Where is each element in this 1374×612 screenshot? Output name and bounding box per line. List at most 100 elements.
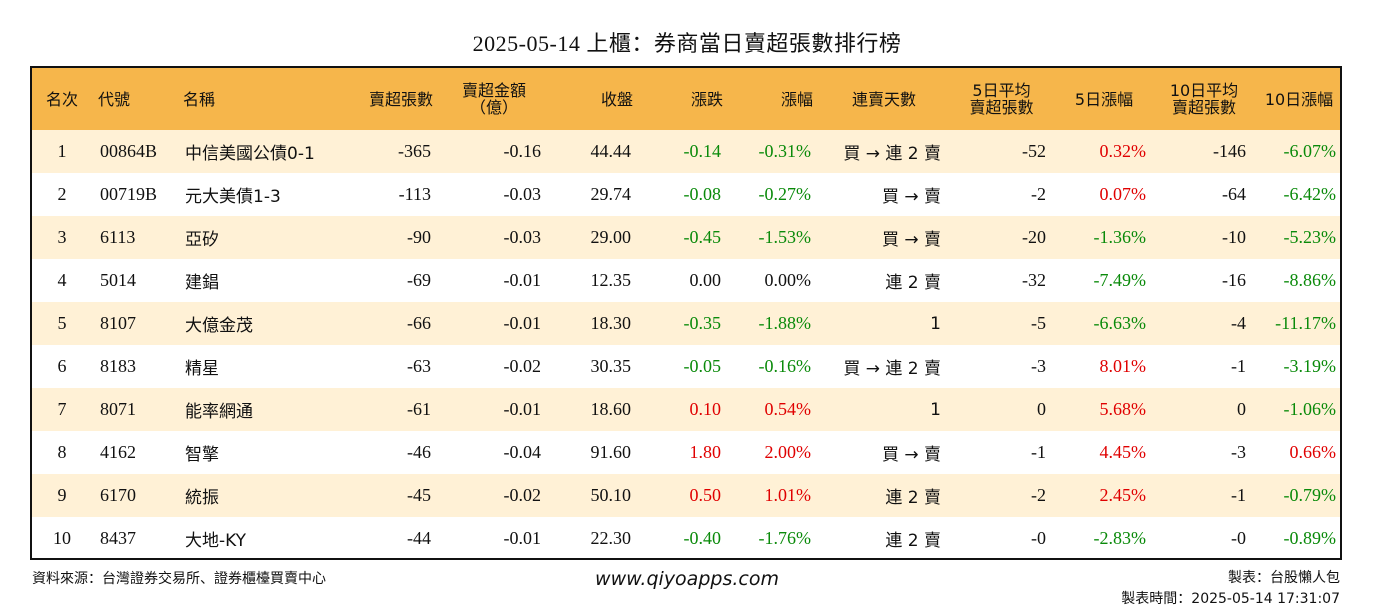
- cell-pct10: 0.66%: [1289, 442, 1337, 462]
- cell-pct10: -6.07%: [1283, 141, 1337, 161]
- cell-pct5: 4.45%: [1099, 442, 1147, 462]
- cell-avg10: -10: [1222, 227, 1246, 247]
- made-time: 製表時間：2025-05-14 17:31:07: [1121, 591, 1340, 607]
- cell-pct5: 8.01%: [1099, 356, 1147, 376]
- cell-sell-streak: 連 2 賣: [885, 273, 941, 293]
- maker: 製表：台股懶人包: [1228, 570, 1340, 586]
- cell-avg10: -1: [1231, 485, 1246, 505]
- header-name: 名稱: [183, 89, 216, 109]
- cell-change-pct: 2.00%: [764, 442, 812, 462]
- cell-sell-amount: -0.03: [503, 227, 542, 247]
- cell-name: 能率網通: [185, 402, 253, 422]
- cell-sell-streak: 買 → 賣: [881, 445, 941, 465]
- cell-name: 統振: [185, 488, 219, 508]
- cell-avg5: -5: [1031, 313, 1046, 333]
- cell-sell-volume: -45: [407, 485, 431, 505]
- header-rank: 名次: [45, 89, 78, 109]
- cell-close: 50.10: [590, 485, 632, 505]
- cell-avg5: -1: [1031, 442, 1046, 462]
- cell-avg5: -32: [1022, 270, 1046, 290]
- cell-sell-amount: -0.01: [503, 313, 542, 333]
- cell-avg10: -16: [1222, 270, 1246, 290]
- cell-change: -0.05: [683, 356, 722, 376]
- cell-close: 91.60: [590, 442, 632, 462]
- cell-sell-volume: -69: [407, 270, 431, 290]
- cell-name: 智擎: [185, 445, 219, 465]
- cell-sell-streak: 連 2 賣: [885, 531, 941, 551]
- cell-change: -0.35: [683, 313, 722, 333]
- cell-avg5: -20: [1022, 227, 1046, 247]
- table-row: 4 5014 建錩 -69 -0.01 12.35 0.00 0.00% 連 2 賣 -32 -7.…: [32, 259, 1340, 302]
- cell-close: 12.35: [590, 270, 632, 290]
- cell-sell-amount: -0.01: [503, 528, 542, 548]
- cell-rank: 6: [57, 356, 67, 376]
- cell-sell-streak: 買 → 連 2 賣: [843, 359, 941, 379]
- cell-change: 0.00: [689, 270, 722, 290]
- cell-change: -0.14: [683, 141, 722, 161]
- header-avg10: 10日平均 賣超張數: [1169, 81, 1239, 117]
- cell-avg10: -146: [1213, 141, 1246, 161]
- cell-pct10: -1.06%: [1283, 399, 1337, 419]
- header-change-pct: 漲幅: [780, 89, 813, 109]
- cell-change: 1.80: [689, 442, 722, 462]
- cell-code: 8071: [100, 399, 136, 419]
- cell-pct10: -11.17%: [1275, 313, 1336, 333]
- header-code: 代號: [98, 89, 131, 109]
- cell-rank: 2: [57, 184, 67, 204]
- cell-close: 22.30: [590, 528, 632, 548]
- cell-pct5: -6.63%: [1093, 313, 1147, 333]
- cell-rank: 1: [57, 141, 67, 161]
- cell-close: 44.44: [590, 141, 632, 161]
- cell-change: -0.45: [683, 227, 722, 247]
- table-row: 8 4162 智擎 -46 -0.04 91.60 1.80 2.00% 買 → 賣 -1 4.45…: [32, 431, 1340, 474]
- cell-avg5: -2: [1031, 184, 1046, 204]
- cell-rank: 10: [53, 528, 71, 548]
- table-row: 7 8071 能率網通 -61 -0.01 18.60 0.10 0.54% 1 0 5.68% 0 -…: [32, 388, 1340, 431]
- cell-name: 亞矽: [185, 230, 219, 250]
- cell-sell-streak: 買 → 賣: [881, 187, 941, 207]
- cell-sell-volume: -44: [407, 528, 431, 548]
- cell-avg5: 0: [1037, 399, 1046, 419]
- cell-avg10: -3: [1231, 442, 1246, 462]
- cell-sell-amount: -0.02: [503, 356, 542, 376]
- cell-rank: 8: [57, 442, 67, 462]
- site-url[interactable]: www.qiyoapps.com: [595, 568, 779, 590]
- cell-code: 6170: [100, 485, 136, 505]
- cell-sell-volume: -46: [407, 442, 431, 462]
- cell-sell-streak: 連 2 賣: [885, 488, 941, 508]
- ranking-table: 名次 代號 名稱 賣超張數 賣超金額 （億） 收盤 漲跌 漲幅 連賣天數 5日平…: [32, 68, 1340, 558]
- cell-avg10: -4: [1231, 313, 1246, 333]
- maker-info: 製表：台股懶人包 製表時間：2025-05-14 17:31:07: [1121, 568, 1340, 610]
- header-avg5: 5日平均 賣超張數: [969, 81, 1034, 117]
- cell-pct5: -2.83%: [1093, 528, 1147, 548]
- cell-avg5: -52: [1022, 141, 1046, 161]
- cell-name: 大地-KY: [185, 531, 247, 551]
- table-row: 10 8437 大地-KY -44 -0.01 22.30 -0.40 -1.76% 連 2 賣…: [32, 517, 1340, 558]
- table-row: 6 8183 精星 -63 -0.02 30.35 -0.05 -0.16% 買 → 連 2 賣…: [32, 345, 1340, 388]
- cell-change: 0.10: [689, 399, 722, 419]
- header-pct5: 5日漲幅: [1074, 89, 1134, 109]
- cell-change-pct: -0.27%: [758, 184, 812, 204]
- cell-rank: 9: [57, 485, 67, 505]
- cell-close: 30.35: [590, 356, 632, 376]
- table-row: 1 00864B 中信美國公債0-1 -365 -0.16 44.44 -0.14 -0.31…: [32, 130, 1340, 173]
- cell-avg10: -0: [1231, 528, 1246, 548]
- cell-code: 8107: [100, 313, 136, 333]
- cell-change-pct: -1.53%: [758, 227, 812, 247]
- cell-avg5: -2: [1031, 485, 1046, 505]
- cell-sell-amount: -0.02: [503, 485, 542, 505]
- cell-avg10: -64: [1222, 184, 1246, 204]
- cell-sell-amount: -0.01: [503, 399, 542, 419]
- cell-sell-volume: -113: [398, 184, 431, 204]
- cell-rank: 5: [57, 313, 67, 333]
- cell-sell-streak: 1: [930, 399, 941, 420]
- cell-pct5: -7.49%: [1093, 270, 1147, 290]
- cell-rank: 4: [57, 270, 67, 290]
- cell-pct10: -0.89%: [1283, 528, 1337, 548]
- cell-pct10: -6.42%: [1283, 184, 1337, 204]
- cell-close: 29.74: [590, 184, 632, 204]
- cell-pct10: -3.19%: [1283, 356, 1337, 376]
- table-row: 3 6113 亞矽 -90 -0.03 29.00 -0.45 -1.53% 買 → 賣 -20 -…: [32, 216, 1340, 259]
- cell-avg5: -3: [1031, 356, 1046, 376]
- data-source: 資料來源：台灣證券交易所、證券櫃檯買賣中心: [32, 571, 326, 587]
